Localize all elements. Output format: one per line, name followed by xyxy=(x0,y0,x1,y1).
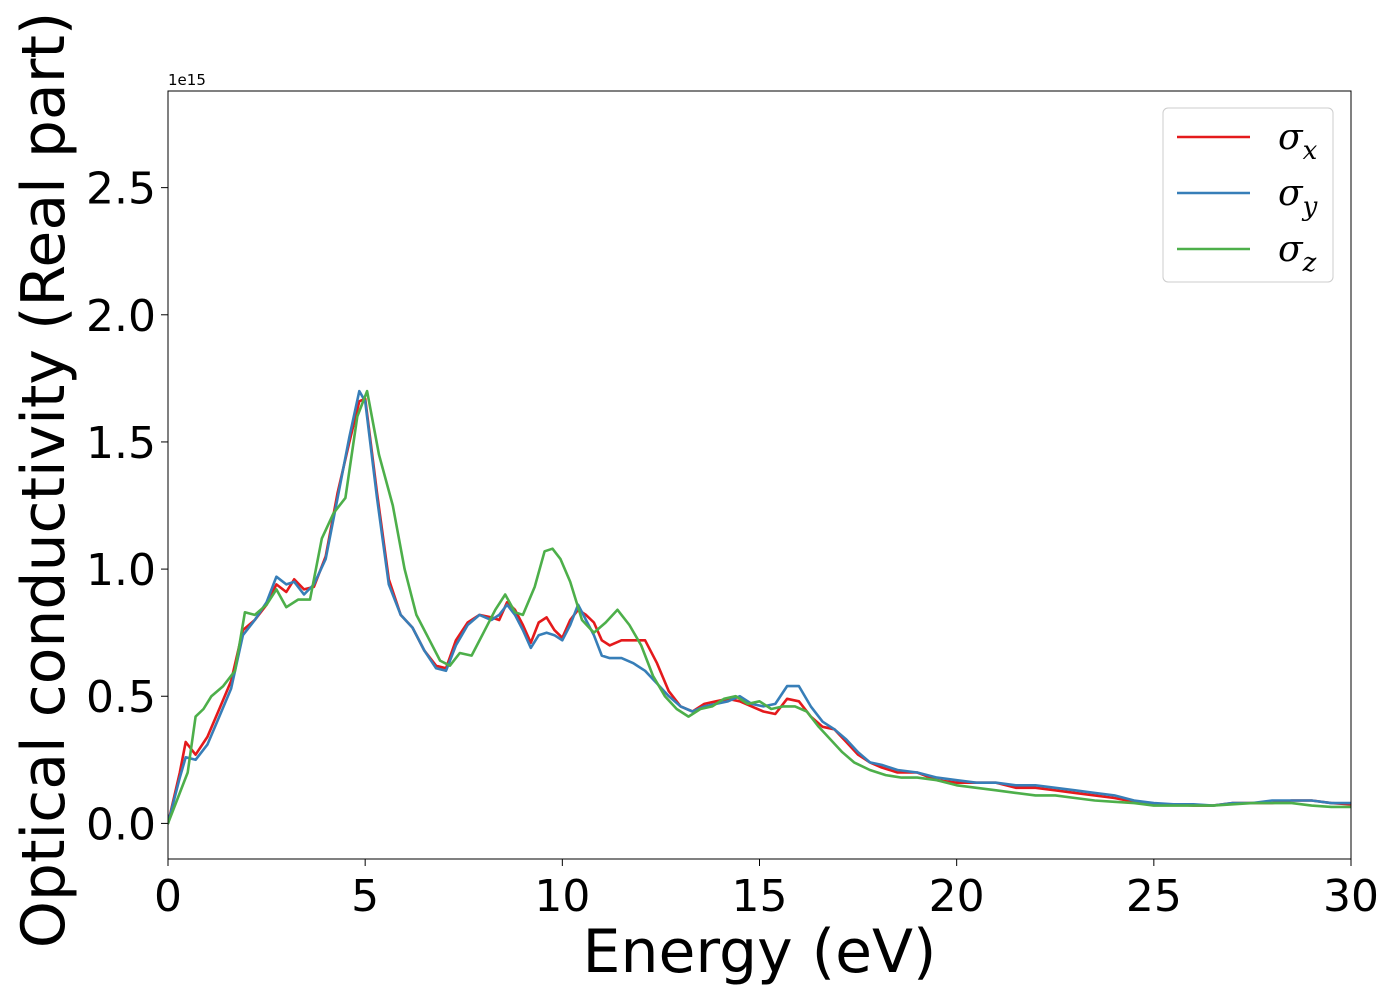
y-axis-label: Optical conductivity (Real part) xyxy=(9,12,79,949)
x-tick-label: 10 xyxy=(534,871,590,922)
y-offset-text: 1e15 xyxy=(168,71,206,89)
y-tick-label: 2.5 xyxy=(86,164,156,215)
x-tick-label: 0 xyxy=(154,871,182,922)
plot-frame xyxy=(167,90,1352,860)
x-axis-label: Energy (eV) xyxy=(583,917,937,987)
x-tick-label: 25 xyxy=(1126,871,1182,922)
legend: σx σy σz xyxy=(1162,107,1334,283)
legend-box xyxy=(1162,107,1334,283)
x-tick-label: 30 xyxy=(1323,871,1379,922)
x-tick-label: 15 xyxy=(732,871,788,922)
x-tick-label: 20 xyxy=(929,871,985,922)
series-layer xyxy=(168,389,1351,825)
y-tick-label: 0.5 xyxy=(86,672,156,723)
y-tick-label: 1.5 xyxy=(86,418,156,469)
legend-entry-z: σz xyxy=(1278,229,1317,278)
y-tick-label: 0.0 xyxy=(86,799,156,850)
ticks-layer: 0 5 10 15 20 25 30 0.0 0.5 1.0 1.5 2.0 2.5 xyxy=(86,164,1379,922)
legend-entry-x: σx xyxy=(1278,117,1318,166)
x-tick-label: 5 xyxy=(351,871,379,922)
series-line-y xyxy=(168,389,1351,825)
y-tick-label: 1.0 xyxy=(86,545,156,596)
legend-entry-y: σy xyxy=(1278,173,1318,222)
y-tick-label: 2.0 xyxy=(86,291,156,342)
series-line-z xyxy=(168,389,1351,825)
